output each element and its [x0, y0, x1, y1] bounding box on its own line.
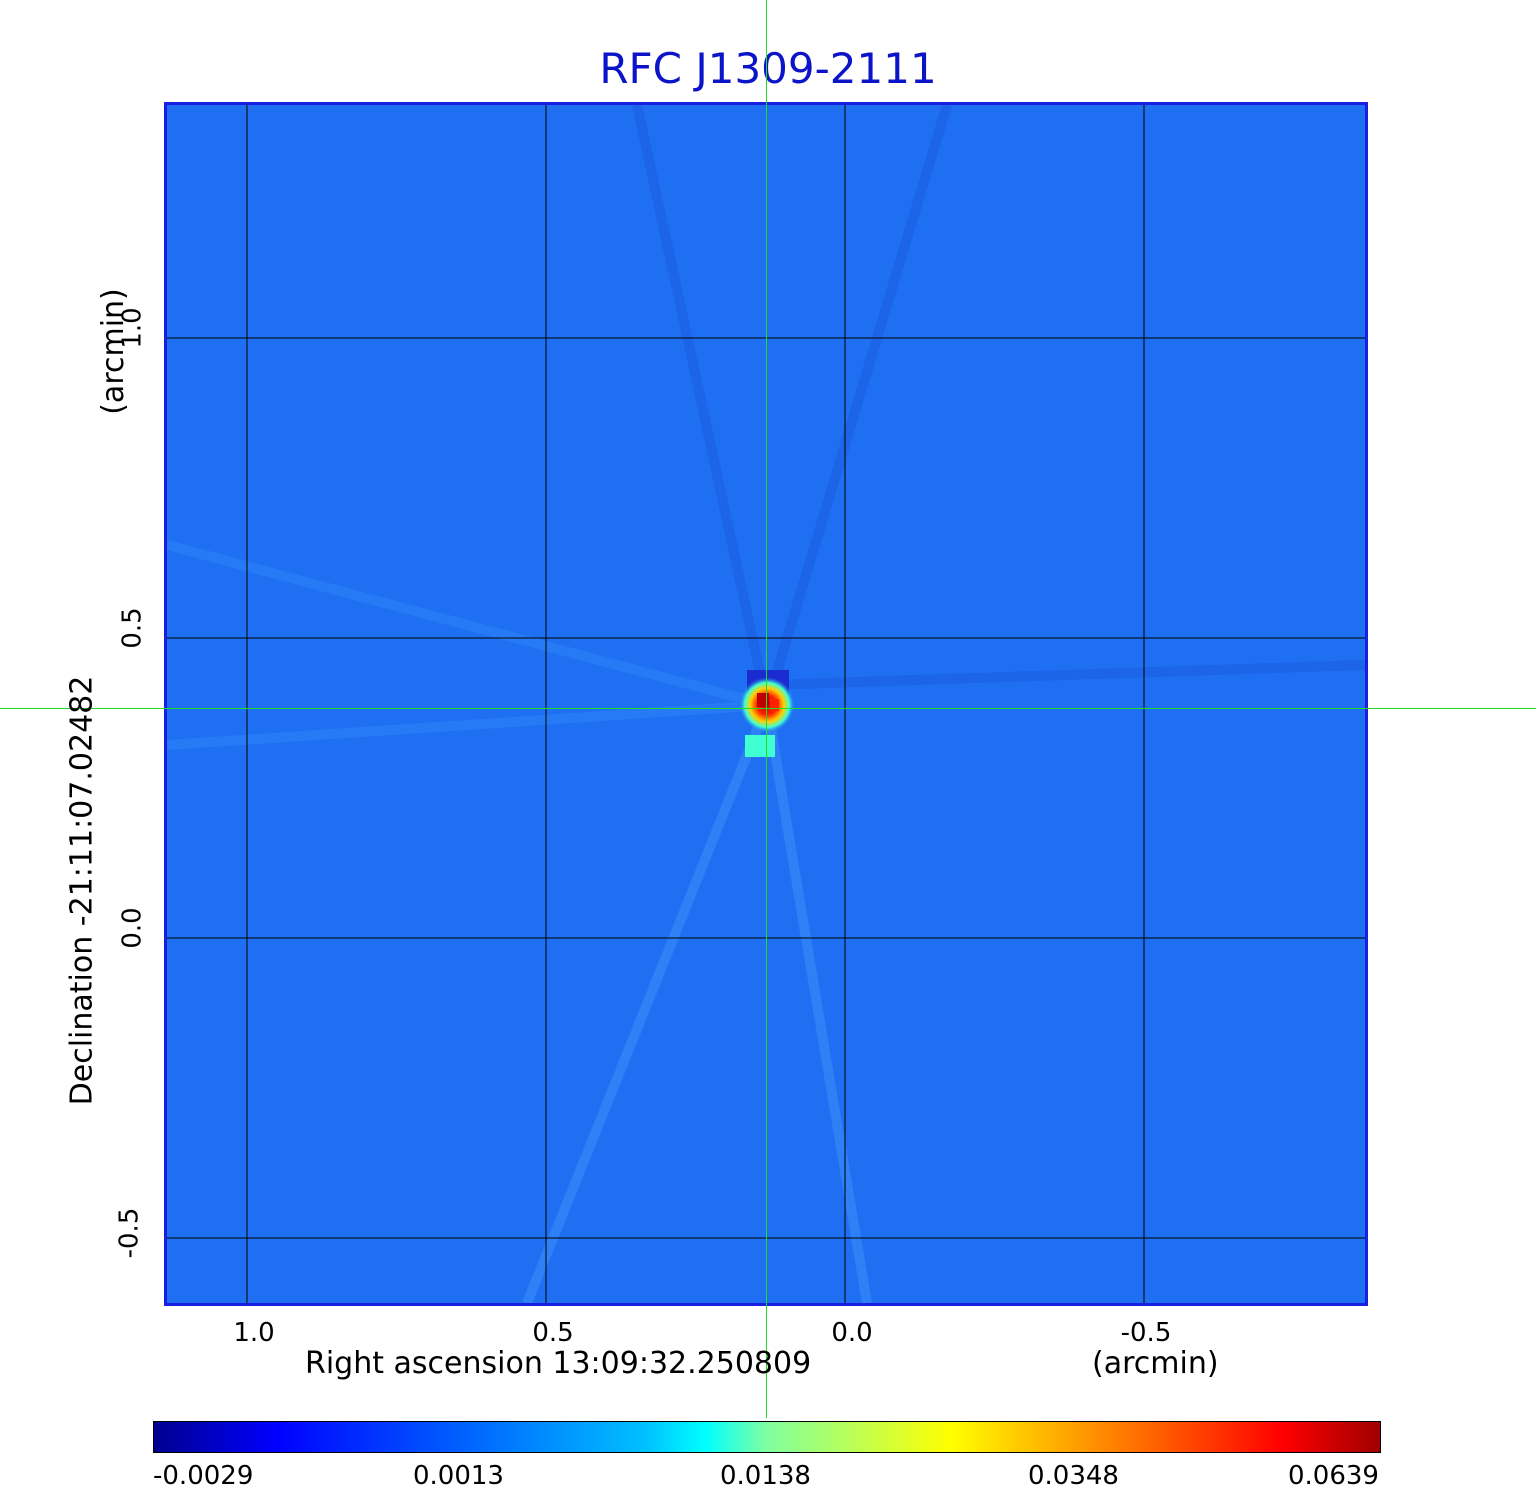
x-tick-label: -0.5	[1120, 1318, 1172, 1348]
y-axis-unit: (arcmin)	[95, 288, 131, 415]
colorbar-tick-label: 0.0639	[1288, 1461, 1379, 1491]
x-tick-label: 1.0	[233, 1318, 275, 1348]
colorbar-tick-label: 0.0138	[720, 1461, 811, 1491]
x-tick-label: 0.0	[831, 1318, 873, 1348]
map-image	[167, 105, 1365, 1303]
y-axis-label: Declination -21:11:07.02482	[64, 675, 100, 1106]
y-tick-label: 0.0	[117, 907, 148, 949]
y-tick-label: 0.5	[117, 607, 148, 649]
central-source	[739, 670, 795, 757]
sidelobe-streaks	[167, 105, 1365, 1303]
y-tick-label: -0.5	[114, 1207, 145, 1259]
colorbar	[153, 1421, 1381, 1453]
crosshair-horizontal	[0, 708, 1536, 709]
x-tick-label: 0.5	[532, 1318, 574, 1348]
colorbar-tick-label: -0.0029	[153, 1461, 254, 1491]
x-axis-label: Right ascension 13:09:32.250809	[305, 1346, 812, 1381]
coordinate-grid	[167, 105, 1365, 1303]
colorbar-tick-label: 0.0348	[1028, 1461, 1119, 1491]
figure-title: RFC J1309-2111	[599, 44, 937, 93]
x-axis-unit: (arcmin)	[1092, 1346, 1219, 1381]
crosshair-vertical	[766, 0, 767, 1418]
colorbar-tick-label: 0.0013	[413, 1461, 504, 1491]
